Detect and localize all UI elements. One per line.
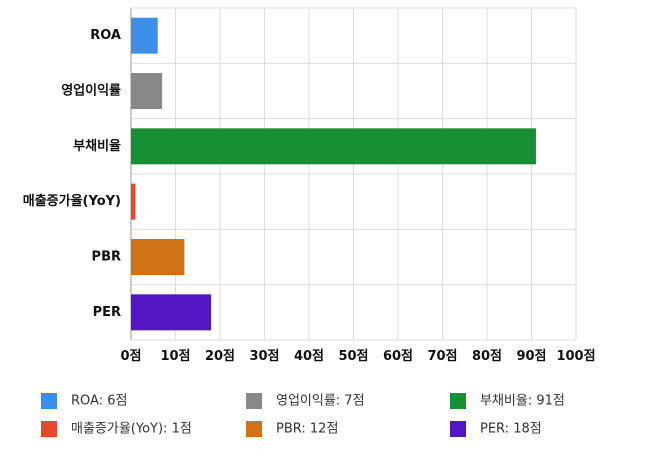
legend-swatch <box>450 393 466 409</box>
category-label: 영업이익률 <box>61 83 121 99</box>
category-label: PER <box>93 305 121 320</box>
legend-item[interactable]: ROA: 6점 <box>41 393 127 409</box>
legend-swatch <box>41 393 57 409</box>
legend-swatch <box>450 421 466 437</box>
legend-item[interactable]: 부채비율: 91점 <box>450 393 565 409</box>
x-tick-label: 10점 <box>160 349 190 364</box>
legend-label: PBR: 12점 <box>276 422 338 437</box>
legend-item[interactable]: 매출증가율(YoY): 1점 <box>41 421 192 437</box>
x-tick-label: 90점 <box>516 349 546 364</box>
x-tick-label: 20점 <box>205 349 235 364</box>
legend-label: 영업이익률: 7점 <box>276 394 365 409</box>
legend-label: ROA: 6점 <box>71 394 127 409</box>
bars <box>131 17 536 331</box>
x-tick-label: 70점 <box>427 349 457 364</box>
gridlines <box>130 7 577 341</box>
bar-0[interactable] <box>131 17 158 54</box>
legend-label: 부채비율: 91점 <box>480 394 565 409</box>
x-tick-label: 30점 <box>249 349 279 364</box>
legend-swatch <box>246 393 262 409</box>
category-label: PBR <box>92 250 121 265</box>
bar-1[interactable] <box>131 73 163 109</box>
bar-3[interactable] <box>131 183 136 220</box>
bar-2[interactable] <box>131 128 536 165</box>
legend-label: PER: 18점 <box>480 422 542 437</box>
legend-swatch <box>41 421 57 437</box>
category-label: ROA <box>90 28 121 43</box>
x-tick-label: 50점 <box>338 349 368 364</box>
bar-5[interactable] <box>131 294 212 331</box>
legend-item[interactable]: PER: 18점 <box>450 421 542 437</box>
legend-item[interactable]: 영업이익률: 7점 <box>246 393 365 409</box>
x-tick-label: 0점 <box>120 349 141 364</box>
x-tick-label: 100점 <box>556 349 595 364</box>
category-label: 매출증가율(YoY) <box>23 193 121 209</box>
legend-item[interactable]: PBR: 12점 <box>246 421 338 437</box>
bar-4[interactable] <box>131 239 185 275</box>
category-label: 부채비율 <box>73 138 121 154</box>
x-tick-label: 40점 <box>294 349 324 364</box>
x-tick-label: 60점 <box>383 349 413 364</box>
legend-label: 매출증가율(YoY): 1점 <box>71 422 192 437</box>
legend-swatch <box>246 421 262 437</box>
x-tick-label: 80점 <box>472 349 502 364</box>
x-axis-ticks: 0점 10점 20점 30점 40점 50점 60점 70점 80점 90점 100점 <box>120 349 595 364</box>
